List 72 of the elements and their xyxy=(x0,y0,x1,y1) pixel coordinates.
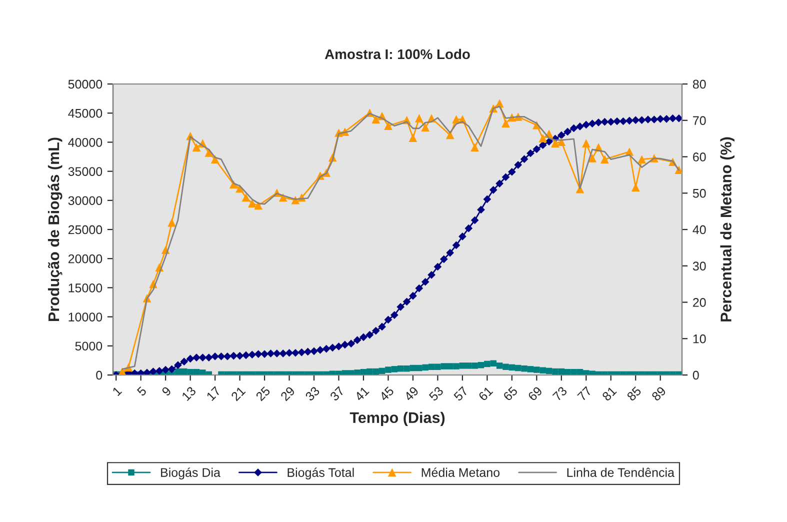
x-tick-label: 53 xyxy=(428,386,444,402)
x-tick-label: 9 xyxy=(161,386,172,396)
x-tick-label: 17 xyxy=(206,386,222,401)
point xyxy=(168,218,176,227)
y2-tick-label: 20 xyxy=(693,298,706,307)
x-axis-title: Tempo (Dias) xyxy=(350,412,445,426)
point xyxy=(582,139,590,148)
point xyxy=(551,139,560,148)
y-tick-label: 15000 xyxy=(68,284,102,292)
y2-tick-label: 10 xyxy=(693,334,706,344)
y2-tick-label: 80 xyxy=(692,80,706,89)
x-tick-label: 29 xyxy=(280,386,296,402)
x-tick-label: 1 xyxy=(112,386,122,396)
legend-label: Linha de Tendência xyxy=(567,468,674,477)
y-tick-label: 25000 xyxy=(68,225,102,234)
y-tick-label: 5000 xyxy=(75,342,102,351)
point xyxy=(408,134,418,142)
point xyxy=(470,143,479,152)
y-tick-label: 0 xyxy=(96,370,102,380)
y2-tick-label: 0 xyxy=(692,370,699,380)
point xyxy=(538,134,548,142)
y-tick-label: 35000 xyxy=(68,167,102,176)
point xyxy=(588,154,596,162)
y-tick-label: 20000 xyxy=(68,254,102,264)
chart-title: Amostra I: 100% Lodo xyxy=(324,48,470,60)
legend-label: Biogás Dia xyxy=(161,468,220,480)
legend-label: Biogás Total xyxy=(288,468,354,480)
x-tick-label: 61 xyxy=(478,386,494,402)
point xyxy=(372,115,380,124)
point xyxy=(254,201,263,210)
x-tick-label: 37 xyxy=(329,386,345,402)
y2-tick-label: 30 xyxy=(692,262,706,271)
y-axis-title: Produção de Biogás (mL) xyxy=(48,138,62,321)
y2-tick-label: 60 xyxy=(693,152,706,162)
y2-tick-label: 40 xyxy=(692,225,706,234)
point xyxy=(384,122,392,130)
x-tick-label: 5 xyxy=(136,386,147,396)
point xyxy=(638,155,646,164)
point xyxy=(502,119,510,128)
point xyxy=(248,199,256,208)
y-tick-label: 10000 xyxy=(68,312,102,322)
x-tick-label: 45 xyxy=(378,386,394,402)
x-tick-label: 25 xyxy=(255,386,271,402)
x-tick-label: 65 xyxy=(502,386,518,402)
y-tick-label: 50000 xyxy=(68,80,102,89)
x-tick-label: 57 xyxy=(453,386,468,402)
point xyxy=(421,123,430,132)
y2-tick-label: 50 xyxy=(692,188,706,198)
y-tick-label: 30000 xyxy=(68,196,102,206)
point xyxy=(557,138,566,146)
x-tick-label: 81 xyxy=(602,386,617,402)
legend-label: Média Metano xyxy=(422,468,500,477)
x-tick-label: 73 xyxy=(552,386,568,402)
x-tick-label: 49 xyxy=(404,386,420,402)
point xyxy=(631,183,640,192)
y-tick-label: 40000 xyxy=(68,138,102,147)
x-tick-label: 85 xyxy=(626,386,642,402)
y-tick-label: 45000 xyxy=(68,108,102,118)
x-tick-label: 77 xyxy=(577,386,592,402)
x-tick-label: 13 xyxy=(181,386,196,402)
x-tick-label: 33 xyxy=(304,386,320,402)
point xyxy=(600,155,609,164)
point xyxy=(242,193,250,202)
x-tick-label: 89 xyxy=(651,386,666,402)
point xyxy=(414,114,424,122)
y2-axis-title: Percentual de Metano (%) xyxy=(720,137,734,322)
y2-tick-label: 70 xyxy=(693,116,706,126)
x-tick-label: 21 xyxy=(230,386,246,402)
point xyxy=(192,143,201,152)
x-tick-label: 69 xyxy=(528,386,543,402)
x-tick-label: 41 xyxy=(354,386,370,402)
point xyxy=(446,130,454,140)
